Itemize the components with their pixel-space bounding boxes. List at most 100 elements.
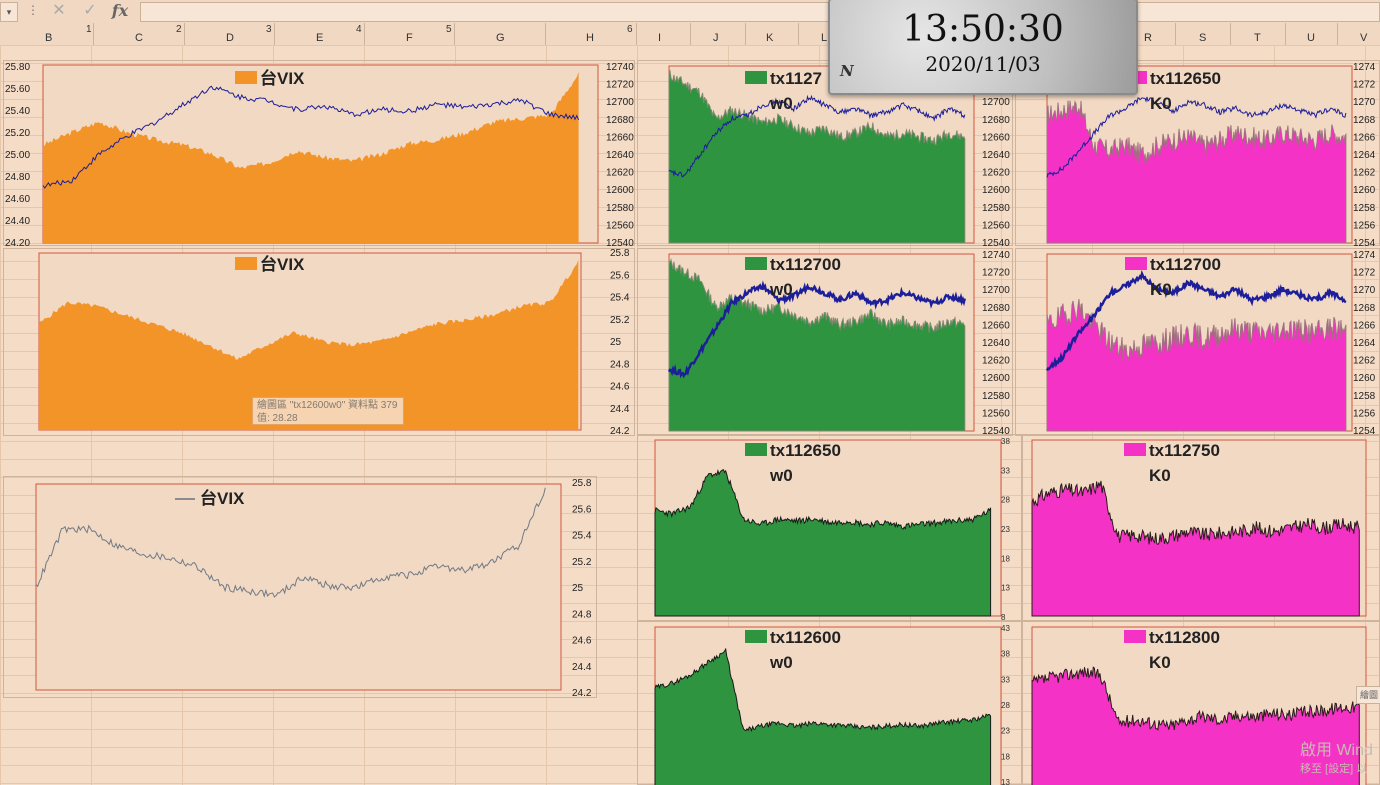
chart-svg: 25.80 25.60 25.40 25.20 25.00 24.80 24.60 24.40… <box>3 60 635 249</box>
chart-tx112650-k0[interactable]: 1274 1272 1270 1268 1266 1264 1262 1260 1258 1256… <box>1015 60 1380 249</box>
y-tick-label: 25.20 <box>5 128 30 139</box>
desktop-clock-widget[interactable]: 13:50:30 2020/11/03 N <box>828 0 1138 95</box>
y-tick-label: 25.40 <box>5 106 30 117</box>
y2-tick-label: 12620 <box>982 356 1010 367</box>
plot-area-frame <box>35 483 562 691</box>
y-tick-label: 24.60 <box>5 194 30 205</box>
legend-label: 台VIX <box>260 254 305 274</box>
formula-input[interactable] <box>140 2 1380 22</box>
line-series <box>35 487 546 598</box>
chart-tx112800-k0[interactable]: tx112800 K0 <box>1022 621 1380 785</box>
column-divider[interactable] <box>274 23 275 45</box>
y2-tick-label: 12540 <box>982 426 1010 437</box>
column-header-d[interactable]: D <box>226 32 234 44</box>
column-header-g[interactable]: G <box>496 32 505 44</box>
column-divider[interactable] <box>636 23 637 45</box>
chart-tx112600-w0[interactable]: 43 38 33 28 23 18 13 tx112600 w0 <box>637 621 1022 785</box>
y2-tick-label: 12680 <box>982 115 1010 126</box>
column-header-j[interactable]: J <box>713 32 719 44</box>
y2-tick-label: 12700 <box>982 97 1010 108</box>
name-box-dropdown[interactable]: ▾ <box>0 2 18 22</box>
column-header-i[interactable]: I <box>658 32 662 44</box>
legend-swatch <box>1124 630 1146 643</box>
column-header-f[interactable]: F <box>406 32 413 44</box>
column-divider[interactable] <box>364 23 365 45</box>
column-header-t[interactable]: T <box>1254 32 1261 44</box>
area-series <box>654 469 992 617</box>
y2-tick-label: 1260 <box>1353 185 1376 196</box>
column-header-b[interactable]: B <box>45 32 53 44</box>
column-header-r[interactable]: R <box>1144 32 1152 44</box>
column-header-v[interactable]: V <box>1360 32 1368 44</box>
column-header-h[interactable]: H <box>586 32 594 44</box>
y2-tick-label: 25 <box>610 337 622 348</box>
legend-label-2: w0 <box>769 466 793 485</box>
y2-tick-label: 1274 <box>1353 250 1376 261</box>
y2-tick-label: 1274 <box>1353 62 1376 73</box>
cancel-icon[interactable]: ✕ <box>52 2 66 19</box>
insert-function-button[interactable]: fx <box>111 1 129 20</box>
chart-tx112750-k0[interactable]: tx112750 K0 <box>1022 434 1380 621</box>
column-header-k[interactable]: K <box>766 32 774 44</box>
y2-tick-label: 1256 <box>1353 220 1376 231</box>
line-series <box>42 85 580 189</box>
chart-tx112650-w0[interactable]: 38 33 28 23 18 13 8 tx112650 w0 <box>637 434 1022 622</box>
column-divider[interactable] <box>93 23 94 45</box>
column-divider[interactable] <box>184 23 185 45</box>
chart-border <box>3 476 597 698</box>
legend-label-2: K0 <box>1149 653 1171 672</box>
column-divider[interactable] <box>1285 23 1286 45</box>
column-header-l[interactable]: L <box>821 32 828 44</box>
chart-svg: 1274 1272 1270 1268 1266 1264 1262 1260 1258 1256… <box>1015 60 1380 249</box>
y2-tick-label: 33 <box>1001 675 1010 684</box>
column-header-e[interactable]: E <box>316 32 324 44</box>
column-divider[interactable] <box>1175 23 1176 45</box>
y2-tick-label: 1264 <box>1353 338 1376 349</box>
y2-tick-label: 18 <box>1001 554 1010 563</box>
y2-tick-label: 1260 <box>1353 373 1376 384</box>
y2-tick-label: 12680 <box>982 303 1010 314</box>
y2-tick-label: 12720 <box>606 80 634 91</box>
chart-vix-area-1[interactable]: 25.80 25.60 25.40 25.20 25.00 24.80 24.60 24.40… <box>3 60 635 249</box>
y2-tick-label: 24.6 <box>610 382 630 393</box>
column-header-c[interactable]: C <box>135 32 143 44</box>
line-series <box>1046 96 1347 178</box>
column-header-u[interactable]: U <box>1307 32 1315 44</box>
chart-svg: 25.8 25.6 25.4 25.2 25 24.8 24.6 24.4 24.2 台VIX <box>3 476 597 699</box>
y2-tick-label: 12640 <box>982 338 1010 349</box>
y2-tick-label: 1262 <box>1353 168 1376 179</box>
y2-tick-label: 23 <box>1001 727 1010 736</box>
legend-label-2: K0 <box>1149 466 1171 485</box>
y2-tick-label: 25.6 <box>572 504 592 515</box>
legend-label-2: w0 <box>769 94 793 113</box>
column-divider[interactable] <box>690 23 691 45</box>
y2-tick-label: 25 <box>572 583 584 594</box>
legend-label: tx112600 <box>770 628 841 647</box>
y2-tick-label: 12600 <box>606 185 634 196</box>
chart-tx112700-k0[interactable]: 1274 1272 1270 1268 1266 1264 1262 1260 1258 1256… <box>1015 248 1380 437</box>
y-tick-label: 25.00 <box>5 150 30 161</box>
y2-tick-label: 1270 <box>1353 97 1376 108</box>
chart-border <box>637 434 1022 621</box>
column-divider[interactable] <box>1230 23 1231 45</box>
legend-swatch <box>745 630 767 643</box>
y2-tick-label: 28 <box>1001 496 1010 505</box>
column-divider[interactable] <box>798 23 799 45</box>
enter-icon[interactable]: ✓ <box>83 2 97 19</box>
column-header-s[interactable]: S <box>1199 32 1207 44</box>
column-divider[interactable] <box>1337 23 1338 45</box>
column-divider[interactable] <box>454 23 455 45</box>
y2-tick-label: 12540 <box>982 238 1010 249</box>
y2-tick-label: 12560 <box>982 408 1010 419</box>
y2-tick-label: 24.4 <box>572 662 592 673</box>
y2-tick-label: 12540 <box>606 238 634 249</box>
chart-vix-line[interactable]: 25.8 25.6 25.4 25.2 25 24.8 24.6 24.4 24.2 台VIX <box>3 476 597 699</box>
column-divider[interactable] <box>745 23 746 45</box>
column-divider[interactable] <box>545 23 546 45</box>
chart-tx1127-w0[interactable]: 1274012720127001268012660126401262012600… <box>637 60 1013 249</box>
y2-tick-label: 1262 <box>1353 356 1376 367</box>
chart-border <box>3 248 635 436</box>
legend-label: tx112700 <box>1150 255 1221 274</box>
chart-tx112700-w0[interactable]: 12740 12720 12700 12680 12660 12640 12620 12600… <box>637 248 1013 437</box>
chart-svg: 38 33 28 23 18 13 8 tx112650 w0 <box>637 434 1022 622</box>
